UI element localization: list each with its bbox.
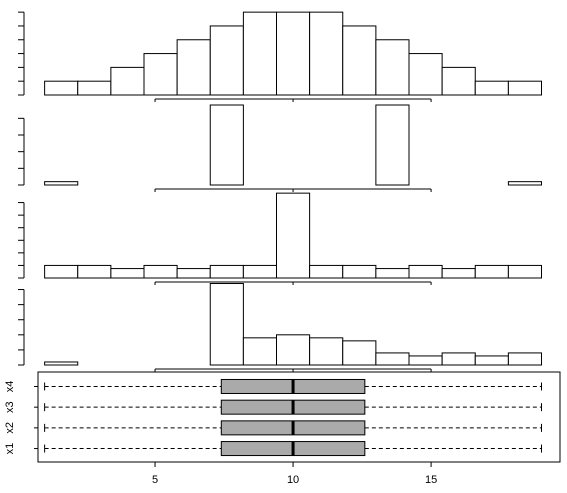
- histogram-bar: [44, 181, 79, 186]
- histogram-bar: [176, 268, 211, 279]
- histogram-bar: [242, 264, 278, 279]
- x-tick-label: 15: [425, 474, 437, 486]
- category-label: x3: [4, 401, 16, 413]
- histogram-bar: [474, 355, 509, 366]
- histogram-bar: [309, 11, 344, 96]
- histogram-bar: [77, 264, 112, 279]
- x-tick-label: 10: [287, 474, 299, 486]
- x-tick-label: 5: [152, 474, 158, 486]
- histogram-bar: [209, 104, 244, 186]
- histogram-bar: [474, 264, 509, 279]
- histogram-bar: [507, 181, 543, 186]
- histogram-bar: [507, 80, 543, 96]
- histogram-bar: [441, 66, 476, 96]
- histogram-bar: [209, 264, 244, 279]
- histogram-bar: [441, 268, 476, 279]
- histogram-bar: [176, 39, 211, 96]
- histogram-bar: [276, 334, 311, 366]
- histogram-bar: [408, 264, 443, 279]
- histogram-bar: [110, 268, 145, 279]
- histogram-bar: [44, 264, 79, 279]
- histogram-bar: [375, 352, 410, 366]
- histogram-bar: [209, 283, 244, 366]
- histogram-bar: [209, 25, 244, 96]
- category-label: x2: [4, 422, 16, 434]
- histogram-bar: [375, 268, 410, 279]
- histogram-bar: [342, 25, 377, 96]
- histogram-bar: [507, 264, 543, 279]
- histogram-bar: [342, 340, 377, 366]
- histogram-bar: [441, 352, 476, 366]
- histogram-bar: [408, 355, 443, 366]
- histogram-bar: [375, 104, 410, 186]
- histogram-bar: [309, 264, 344, 279]
- histogram-bar: [110, 66, 145, 96]
- histogram-bar: [375, 39, 410, 96]
- histogram-bar: [309, 337, 344, 366]
- histogram-bar: [242, 11, 278, 96]
- category-label: x1: [4, 443, 16, 455]
- histogram-bar: [77, 80, 112, 96]
- histogram-bar: [408, 53, 443, 96]
- histogram-bar: [507, 352, 543, 366]
- histogram-bar: [44, 80, 79, 96]
- histogram-bar: [276, 11, 311, 96]
- histogram-bar: [276, 192, 311, 279]
- histogram-bar: [242, 337, 278, 366]
- histogram-bar: [44, 361, 79, 366]
- histogram-bar: [474, 80, 509, 96]
- plot-frame: [37, 371, 561, 463]
- histogram-bar: [143, 264, 178, 279]
- category-label: x4: [4, 381, 16, 393]
- histogram-bar: [143, 53, 178, 96]
- histogram-bar: [342, 264, 377, 279]
